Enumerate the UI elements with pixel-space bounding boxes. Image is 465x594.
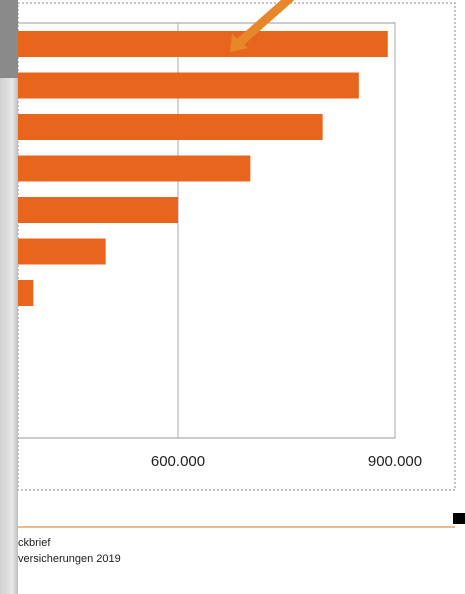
side-tab	[0, 0, 18, 78]
annotation-arrowhead	[230, 34, 248, 52]
bar	[0, 155, 251, 182]
bar	[0, 114, 323, 140]
bar	[0, 31, 388, 57]
footer-line: versicherungen 2019	[18, 553, 121, 565]
footer-line: ckbrief	[18, 537, 51, 549]
plot-area: 600.000 900.000	[0, 22, 422, 470]
x-tick-label: 600.000	[151, 453, 205, 470]
annotation-arrow	[233, 0, 295, 49]
x-tick-label: 900.000	[368, 453, 422, 470]
page-edge	[0, 0, 18, 594]
marker-square	[453, 513, 465, 524]
bar	[0, 72, 359, 99]
bar	[0, 197, 178, 223]
